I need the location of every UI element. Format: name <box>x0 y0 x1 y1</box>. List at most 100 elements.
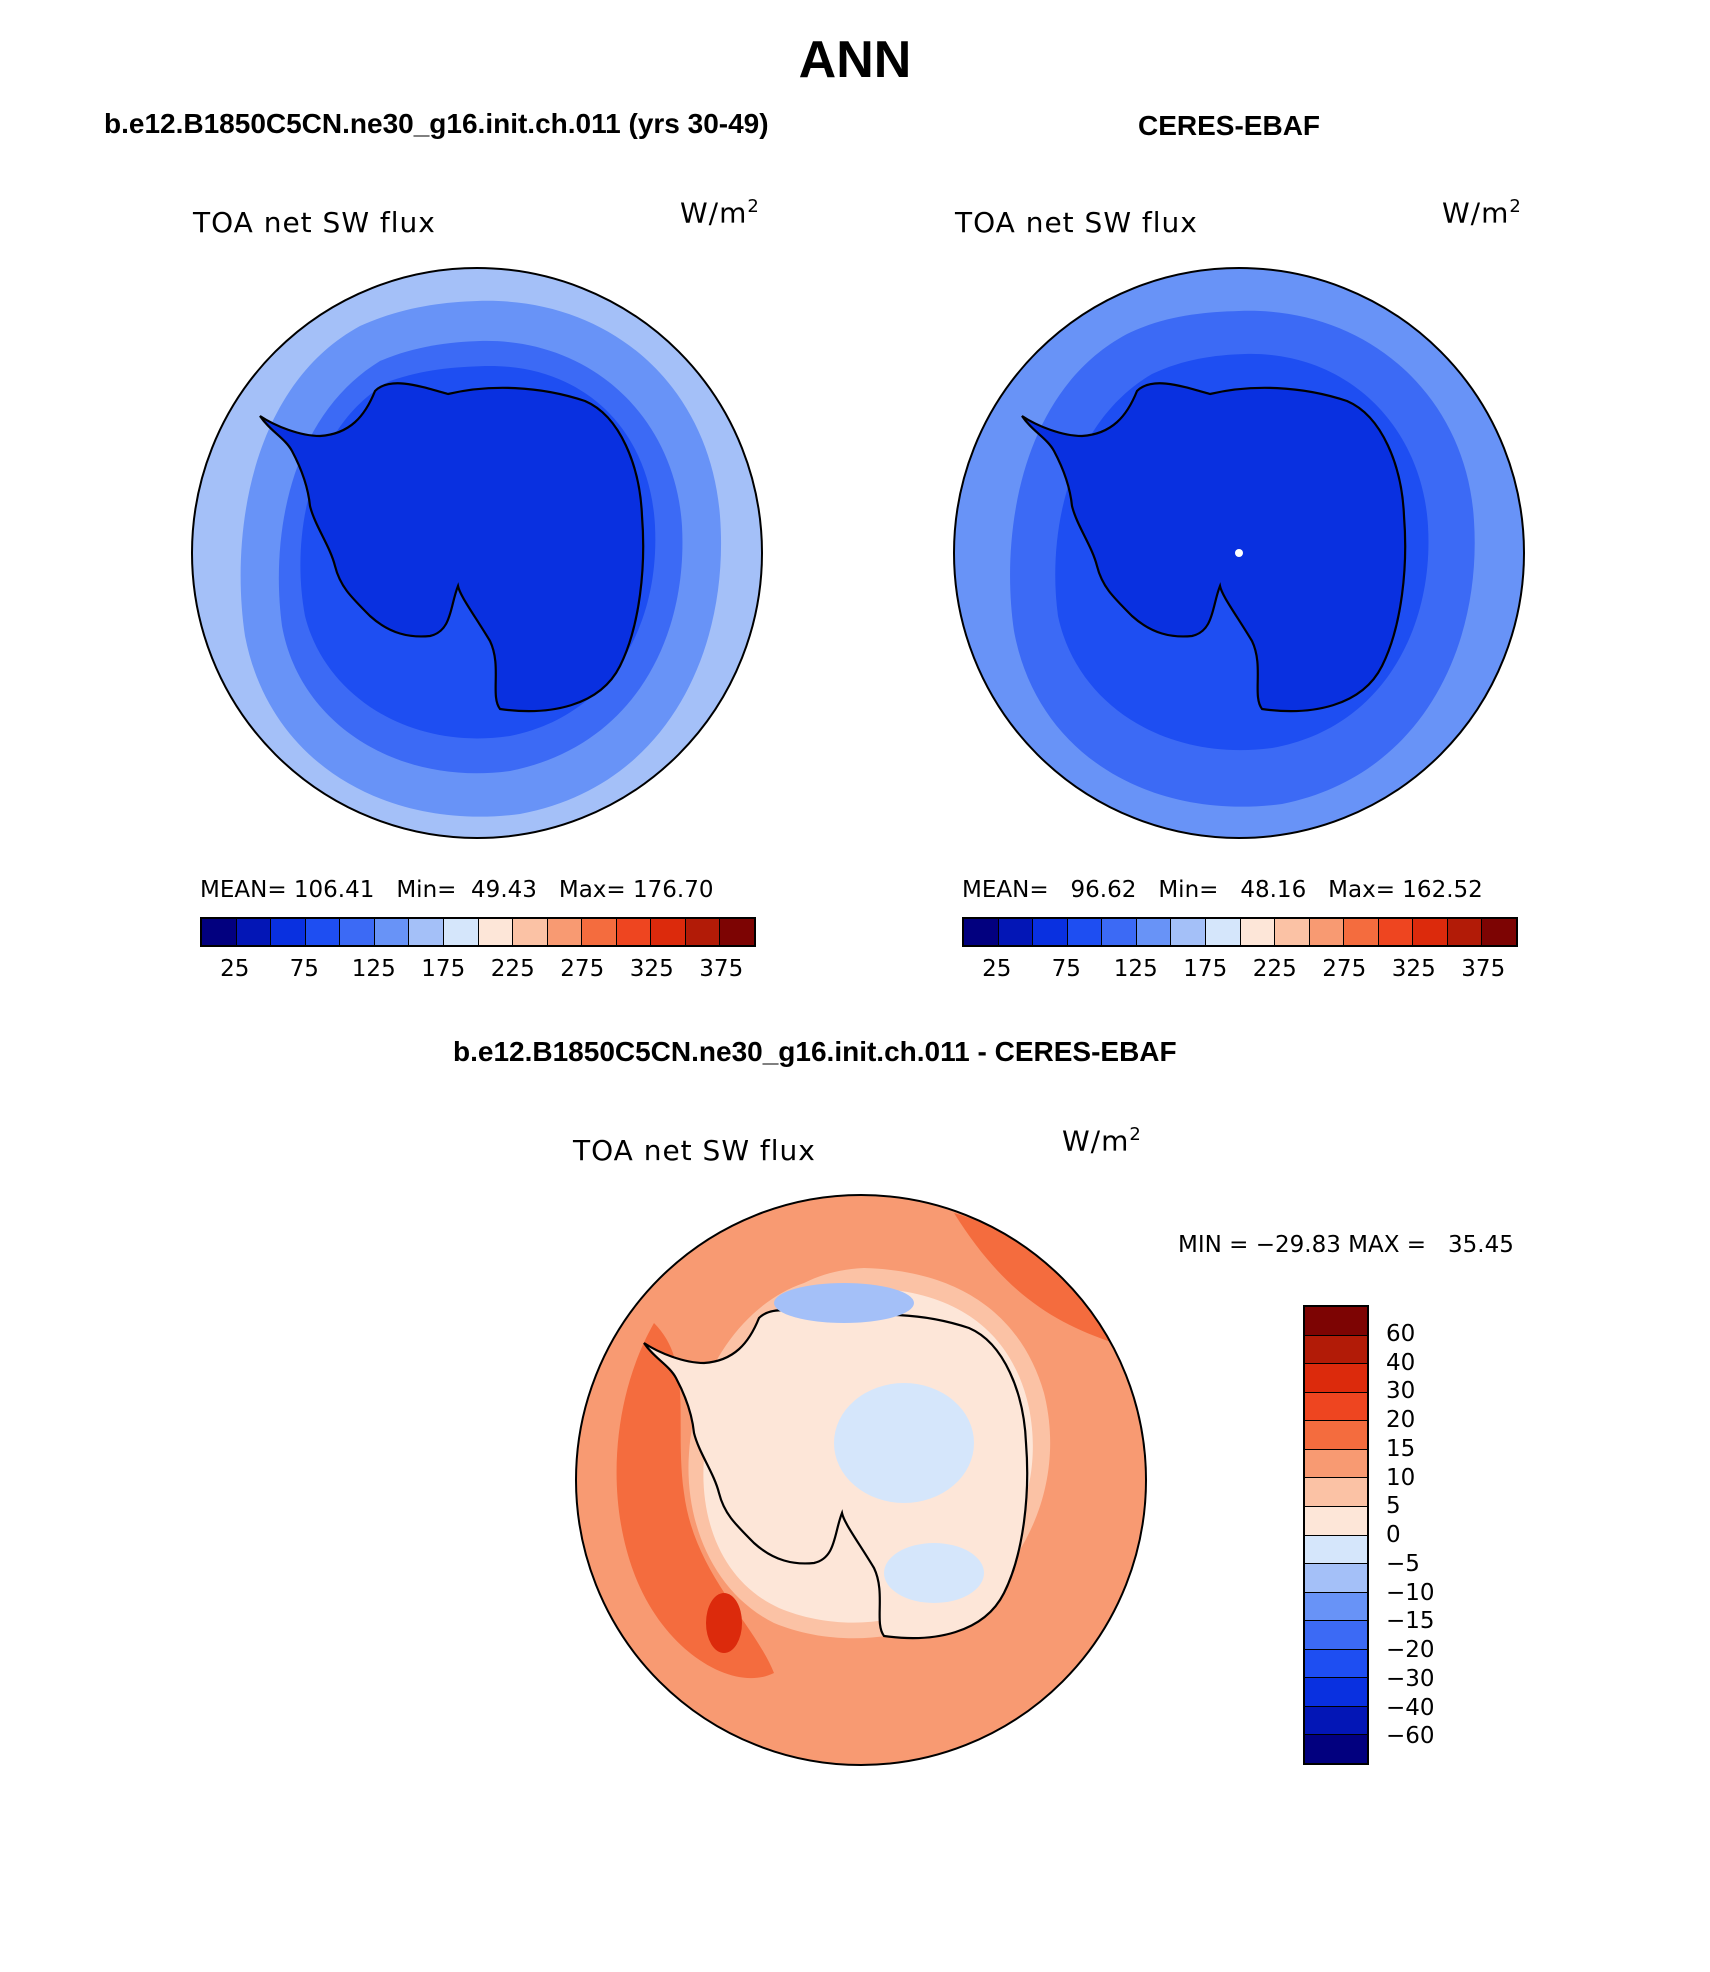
colorbar-swatch <box>1275 919 1310 945</box>
colorbar-tick-label: 375 <box>699 956 744 982</box>
colorbar-swatch <box>1305 1535 1367 1565</box>
colorbar-swatch <box>409 919 444 945</box>
colorbar-swatch <box>236 919 272 945</box>
colorbar-swatch <box>1378 919 1414 945</box>
colorbar-swatch <box>685 919 721 945</box>
panel-1-title: b.e12.B1850C5CN.ne30_g16.init.ch.011 (yr… <box>104 108 769 139</box>
colorbar-swatch <box>1305 1364 1367 1393</box>
colorbar-swatch <box>1305 1621 1367 1650</box>
colorbar-swatch <box>1136 919 1172 945</box>
colorbar-swatch <box>1305 1392 1367 1422</box>
colorbar-swatch <box>651 919 686 945</box>
colorbar-swatch <box>1171 919 1206 945</box>
colorbar-swatch <box>1482 919 1516 945</box>
colorbar-swatch <box>1447 919 1483 945</box>
colorbar-tick-label: 275 <box>1322 956 1367 982</box>
colorbar-swatch <box>1305 1706 1367 1736</box>
colorbar-swatch <box>720 919 754 945</box>
colorbar-tick-label: 40 <box>1386 1349 1416 1376</box>
panel-3-colorbar <box>1303 1305 1369 1765</box>
colorbar-tick-label: 225 <box>490 956 535 982</box>
colorbar-swatch <box>305 919 341 945</box>
colorbar-swatch <box>513 919 548 945</box>
colorbar-swatch <box>1305 1649 1367 1679</box>
panel-1-variable: TOA net SW flux <box>193 206 436 239</box>
colorbar-swatch <box>1309 919 1345 945</box>
colorbar-tick-label: −30 <box>1386 1665 1435 1692</box>
colorbar-swatch <box>1067 919 1103 945</box>
colorbar-tick-label: 60 <box>1386 1320 1416 1347</box>
colorbar-swatch <box>443 919 479 945</box>
panel-2-title: CERES-EBAF <box>1138 110 1321 141</box>
colorbar-swatch <box>1305 1307 1367 1336</box>
colorbar-swatch <box>1305 1564 1367 1593</box>
colorbar-tick-label: −5 <box>1386 1550 1420 1577</box>
colorbar-tick-label: 30 <box>1386 1378 1416 1405</box>
colorbar-swatch <box>1305 1335 1367 1365</box>
colorbar-swatch <box>202 919 237 945</box>
panel-2-stats: MEAN= 96.62 Min= 48.16 Max= 162.52 <box>962 877 1483 903</box>
colorbar-tick-label: 175 <box>421 956 466 982</box>
panel-1-units: W/m2 <box>680 196 760 230</box>
m3-warm1 <box>616 1323 774 1679</box>
colorbar-tick-label: 375 <box>1461 956 1506 982</box>
colorbar-swatch <box>1305 1592 1367 1622</box>
colorbar-swatch <box>1102 919 1137 945</box>
panel-3-map <box>575 1194 1147 1766</box>
colorbar-swatch <box>998 919 1034 945</box>
colorbar-swatch <box>964 919 999 945</box>
colorbar-swatch <box>478 919 514 945</box>
colorbar-tick-label: 75 <box>289 956 319 982</box>
colorbar-swatch <box>1305 1678 1367 1707</box>
m3-warm2 <box>954 1213 1114 1343</box>
panel-2-variable: TOA net SW flux <box>955 206 1198 239</box>
colorbar-tick-label: 0 <box>1386 1522 1401 1548</box>
colorbar-swatch <box>1033 919 1068 945</box>
colorbar-tick-label: 15 <box>1386 1435 1416 1462</box>
colorbar-tick-label: 5 <box>1386 1493 1401 1520</box>
colorbar-tick-label: 20 <box>1386 1407 1416 1433</box>
panel-2-units: W/m2 <box>1442 196 1522 230</box>
panel-3-variable: TOA net SW flux <box>573 1134 816 1167</box>
panel-3-title: b.e12.B1850C5CN.ne30_g16.init.ch.011 - C… <box>453 1036 1177 1067</box>
panel-1-colorbar <box>200 917 756 947</box>
colorbar-tick-label: 125 <box>1113 956 1158 982</box>
colorbar-tick-label: 325 <box>629 956 674 982</box>
m2-land <box>1021 382 1407 713</box>
colorbar-tick-label: −60 <box>1386 1723 1435 1750</box>
panel-3-colorbar-labels: 60 40 30 20 15 10 5 0 −5 −10 −15 −20 −30 −40 −60 <box>1386 1305 1486 1765</box>
m3-blue-a <box>834 1383 974 1503</box>
colorbar-swatch <box>547 919 583 945</box>
m1-land <box>259 382 645 713</box>
figure-title: ANN <box>798 31 912 89</box>
colorbar-swatch <box>340 919 375 945</box>
colorbar-tick-label: −40 <box>1386 1694 1435 1721</box>
panel-2-colorbar <box>962 917 1518 947</box>
colorbar-swatch <box>1344 919 1379 945</box>
colorbar-tick-label: −10 <box>1386 1579 1435 1606</box>
panel-1-stats: MEAN= 106.41 Min= 49.43 Max= 176.70 <box>200 877 714 903</box>
m3-blue-c <box>884 1543 984 1603</box>
colorbar-tick-label: −20 <box>1386 1637 1435 1663</box>
colorbar-tick-label: 325 <box>1391 956 1436 982</box>
panel-3-units: W/m2 <box>1062 1124 1142 1158</box>
colorbar-swatch <box>1305 1421 1367 1450</box>
colorbar-tick-label: 125 <box>351 956 396 982</box>
colorbar-swatch <box>1240 919 1276 945</box>
colorbar-tick-label: 75 <box>1051 956 1081 982</box>
m3-hot <box>706 1593 742 1653</box>
panel-2-colorbar-labels: 25 75 125 175 225 275 325 375 <box>962 956 1518 986</box>
m3-blue-b <box>774 1283 914 1323</box>
colorbar-swatch <box>374 919 410 945</box>
colorbar-swatch <box>1305 1478 1367 1507</box>
panel-3-stats: MIN = −29.83 MAX = 35.45 <box>1178 1232 1514 1258</box>
colorbar-tick-label: 25 <box>982 956 1012 982</box>
colorbar-swatch <box>271 919 306 945</box>
colorbar-tick-label: 25 <box>220 956 250 982</box>
colorbar-swatch <box>1205 919 1241 945</box>
colorbar-swatch <box>1305 1735 1367 1763</box>
colorbar-tick-label: −15 <box>1386 1608 1435 1635</box>
colorbar-tick-label: 10 <box>1386 1464 1416 1491</box>
colorbar-swatch <box>1305 1449 1367 1479</box>
colorbar-tick-label: 175 <box>1183 956 1228 982</box>
